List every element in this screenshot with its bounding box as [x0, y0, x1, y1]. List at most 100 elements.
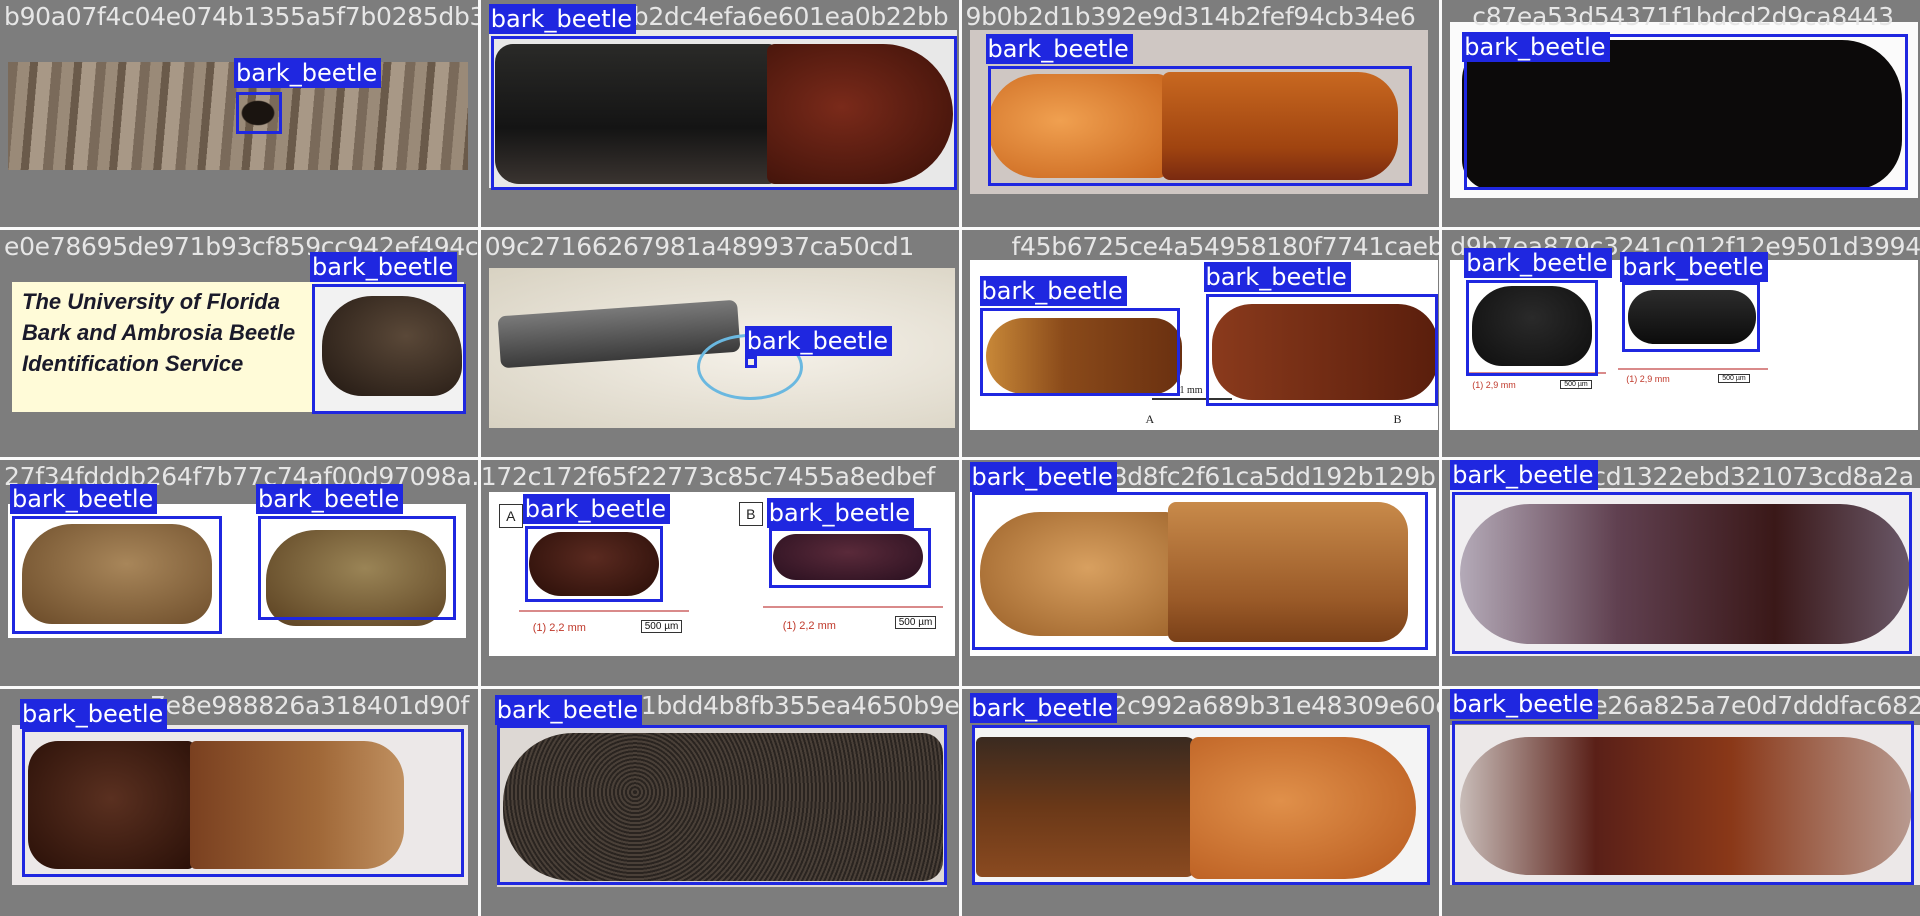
detection-label: bark_beetle: [1620, 251, 1768, 282]
filename-text: c87ea53d54371f1bdcd2d9ca8443: [1472, 2, 1894, 31]
uf-logo-text: The University of Florida Bark and Ambro…: [22, 286, 295, 379]
detection-box[interactable]: [312, 283, 466, 414]
tile-5: The University of Florida Bark and Ambro…: [0, 229, 478, 457]
beetle-image: [190, 741, 404, 870]
detection-label: bark_beetle: [1203, 261, 1351, 292]
scale-line: [518, 609, 689, 612]
tile-11: 8d8fc2f61ca5dd192b129b bark_beetle: [961, 459, 1440, 687]
panel-letter-b: B: [1393, 411, 1402, 426]
detection-box[interactable]: [744, 355, 757, 368]
detection-box[interactable]: [768, 527, 931, 588]
detection-box[interactable]: [971, 491, 1428, 650]
detection-box[interactable]: [258, 515, 456, 620]
detection-box[interactable]: [1466, 279, 1599, 376]
tile-12: cd1322ebd321073cd8a2a bark_beetle: [1442, 459, 1920, 687]
panel-letter-a: A: [1145, 411, 1155, 426]
detection-label: bark_beetle: [744, 325, 893, 356]
scale-box: 500 µm: [640, 619, 683, 633]
scale-bar: [1151, 397, 1232, 400]
tile-13: 7e8e988826a318401d90f bark_beetle: [0, 689, 478, 916]
scale-box: 500 µm: [1560, 379, 1592, 389]
beetle-image: [987, 74, 1168, 178]
detection-label: bark_beetle: [969, 461, 1117, 492]
detection-label: bark_beetle: [1450, 459, 1598, 490]
beetle-image: [1167, 501, 1408, 642]
filename-text: f45b6725ce4a54958180f7741caeba89: [1011, 231, 1440, 261]
detection-box[interactable]: [1452, 721, 1915, 886]
beetle-image: [22, 523, 212, 624]
tile-7: 1 mm A B f45b6725ce4a54958180f7741caeba8…: [961, 229, 1440, 457]
beetle-image: [1460, 503, 1911, 644]
filename-text: 09c27166267981a489937ca50cd1: [484, 231, 915, 261]
uf-logo-line2: Bark and Ambrosia Beetle: [22, 319, 296, 345]
filename-text: b2dc4efa6e601ea0b22bb: [632, 2, 949, 31]
tile-1: b90a07f4c04e074b1355a5f7b0285db3 bark_be…: [0, 0, 478, 227]
tile-14: 1bdd4b8fb355ea4650b9e bark_beetle: [480, 689, 959, 916]
detection-box[interactable]: [236, 92, 282, 134]
detection-label: bark_beetle: [10, 483, 158, 514]
tile-2: b2dc4efa6e601ea0b22bb bark_beetle: [480, 0, 959, 227]
panel-letter-a: A: [498, 503, 523, 528]
filename-text: 1bdd4b8fb355ea4650b9e: [640, 691, 959, 721]
tile-8: (1) 2,9 mm 500 µm (1) 2,9 mm 500 µm d9b7…: [1442, 229, 1920, 457]
detection-box[interactable]: [524, 525, 663, 602]
detection-box[interactable]: [1205, 293, 1438, 406]
filename-text: 2c992a689b31e48309e60e: [1111, 691, 1440, 721]
scale-box: 500 µm: [894, 615, 937, 629]
detection-box[interactable]: [971, 725, 1430, 886]
filename-text: b90a07f4c04e074b1355a5f7b0285db3: [4, 2, 478, 31]
detection-box[interactable]: [1464, 34, 1909, 190]
detection-box[interactable]: [979, 307, 1180, 396]
detection-label: bark_beetle: [234, 58, 382, 88]
detection-box[interactable]: [1452, 491, 1913, 654]
tile-9: 27f34fdddb264f7b77c74af00d97098a.jpg bar…: [0, 459, 478, 687]
filename-text: 172c172f65f22773c85c7455a8edbef: [480, 461, 936, 491]
filename-text: cd1322ebd321073cd8a2a: [1592, 461, 1914, 491]
detection-box[interactable]: [12, 515, 222, 634]
filename-text: 7e8e988826a318401d90f: [150, 691, 469, 721]
detection-label: bark_beetle: [979, 275, 1127, 306]
beetle-image: [1462, 40, 1903, 190]
detection-label: bark_beetle: [985, 34, 1133, 64]
tile-10: A B (1) 2,2 mm 500 µm (1) 2,2 mm 500 µm …: [480, 459, 959, 687]
beetle-image: [28, 741, 194, 870]
detection-label: bark_beetle: [256, 483, 404, 514]
beetle-image: [985, 317, 1182, 394]
detection-box[interactable]: [1622, 281, 1761, 352]
beetle-image: [766, 44, 953, 184]
detection-label: bark_beetle: [1450, 689, 1598, 720]
beetle-image: [238, 98, 278, 128]
detection-label: bark_beetle: [969, 693, 1117, 724]
beetle-image: [975, 737, 1196, 878]
filename-text: e26a825a7e0d7dddfac682: [1592, 691, 1920, 721]
tile-16: e26a825a7e0d7dddfac682 bark_beetle: [1442, 689, 1920, 916]
beetle-image: [322, 295, 462, 396]
beetle-image: [1472, 285, 1593, 366]
scale-line: [1618, 367, 1769, 370]
tile-3: 9b0b2d1b392e9d314b2fef94cb34e6 bark_beet…: [961, 0, 1440, 227]
tile-4: c87ea53d54371f1bdcd2d9ca8443 bark_beetle: [1442, 0, 1920, 227]
detection-box[interactable]: [22, 729, 464, 878]
beetle-image: [528, 531, 659, 596]
length-text: (1) 2,2 mm: [532, 621, 586, 634]
detection-box[interactable]: [496, 725, 947, 886]
detection-box[interactable]: [987, 66, 1412, 186]
beetle-image: [1189, 737, 1416, 880]
detection-label: bark_beetle: [1462, 32, 1610, 62]
beetle-image: [1628, 289, 1757, 344]
detection-box[interactable]: [490, 36, 957, 190]
uf-logo-line1: The University of Florida: [22, 288, 280, 314]
length-text: (1) 2,9 mm: [1472, 379, 1516, 390]
scale-text: 1 mm: [1179, 384, 1203, 396]
beetle-image: [1460, 737, 1913, 876]
detection-label: bark_beetle: [494, 695, 643, 726]
panel-letter-b: B: [738, 501, 763, 526]
beetle-image: [772, 533, 923, 580]
filename-text: 9b0b2d1b392e9d314b2fef94cb34e6: [965, 2, 1416, 31]
detection-label: bark_beetle: [1464, 247, 1612, 278]
tile-15: 2c992a689b31e48309e60e bark_beetle: [961, 689, 1440, 916]
filename-text: 8d8fc2f61ca5dd192b129b: [1111, 461, 1436, 491]
beetle-image: [1161, 72, 1398, 180]
detection-label: bark_beetle: [766, 497, 915, 528]
